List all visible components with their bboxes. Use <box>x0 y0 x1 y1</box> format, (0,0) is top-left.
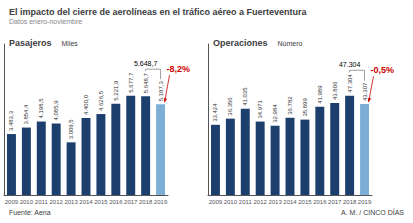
svg-text:34.971: 34.971 <box>257 100 263 119</box>
svg-text:El impacto del cierre de aerol: El impacto del cierre de aerolíneas en e… <box>9 7 308 17</box>
svg-text:33.424: 33.424 <box>212 103 218 122</box>
svg-text:43.806: 43.806 <box>332 81 338 100</box>
svg-text:4.400,0: 4.400,0 <box>83 94 89 115</box>
svg-text:2010: 2010 <box>224 199 238 205</box>
svg-text:2017: 2017 <box>328 199 342 205</box>
svg-text:2016: 2016 <box>109 199 123 205</box>
svg-text:47.304: 47.304 <box>347 74 353 93</box>
svg-text:36.356: 36.356 <box>227 97 233 116</box>
svg-text:36.782: 36.782 <box>287 96 293 115</box>
svg-text:43.307: 43.307 <box>362 82 368 101</box>
svg-text:Pasajeros: Pasajeros <box>9 38 52 48</box>
svg-text:2017: 2017 <box>124 199 138 205</box>
svg-text:5.677,7: 5.677,7 <box>128 72 134 93</box>
svg-text:3.009,5: 3.009,5 <box>68 119 74 140</box>
svg-text:5.221,9: 5.221,9 <box>113 80 119 101</box>
svg-text:35.899: 35.899 <box>302 98 308 117</box>
svg-text:4.085,9: 4.085,9 <box>53 100 59 121</box>
svg-text:2015: 2015 <box>94 199 108 205</box>
svg-text:2010: 2010 <box>20 199 34 205</box>
svg-text:2016: 2016 <box>313 199 327 205</box>
svg-text:2019: 2019 <box>154 199 168 205</box>
svg-text:2015: 2015 <box>298 199 312 205</box>
svg-text:3.854,4: 3.854,4 <box>23 104 29 125</box>
svg-text:2014: 2014 <box>283 199 297 205</box>
svg-text:-0,5%: -0,5% <box>371 65 395 75</box>
svg-text:32.984: 32.984 <box>272 104 278 123</box>
svg-text:Número: Número <box>278 40 303 47</box>
svg-text:5.187,3: 5.187,3 <box>158 81 164 102</box>
svg-text:2012: 2012 <box>254 199 268 205</box>
svg-text:2018: 2018 <box>343 199 357 205</box>
svg-text:-8,2%: -8,2% <box>167 64 191 74</box>
svg-text:2009: 2009 <box>209 199 223 205</box>
svg-text:2013: 2013 <box>268 199 282 205</box>
svg-text:2018: 2018 <box>139 199 153 205</box>
svg-text:4.626,5: 4.626,5 <box>98 90 104 111</box>
svg-text:2019: 2019 <box>358 199 372 205</box>
svg-text:Operaciones: Operaciones <box>213 38 268 48</box>
svg-text:A. M. / CINCO DÍAS: A. M. / CINCO DÍAS <box>341 208 404 216</box>
svg-text:41.035: 41.035 <box>242 87 248 106</box>
svg-text:2014: 2014 <box>79 199 93 205</box>
svg-text:3.483,3: 3.483,3 <box>8 110 14 131</box>
svg-text:47.304: 47.304 <box>339 61 361 68</box>
svg-text:2012: 2012 <box>50 199 64 205</box>
svg-text:Fuente: Aena: Fuente: Aena <box>9 209 51 216</box>
svg-text:Datos enero-noviembre: Datos enero-noviembre <box>9 18 82 25</box>
svg-text:2009: 2009 <box>5 199 19 205</box>
svg-text:4.198,5: 4.198,5 <box>38 98 44 119</box>
svg-text:41.989: 41.989 <box>317 85 323 104</box>
svg-text:Miles: Miles <box>62 40 79 47</box>
svg-text:5.648,7: 5.648,7 <box>134 60 157 67</box>
svg-text:2013: 2013 <box>64 199 78 205</box>
svg-text:2011: 2011 <box>239 199 253 205</box>
svg-text:5.648,7: 5.648,7 <box>143 72 149 93</box>
svg-text:2011: 2011 <box>35 199 49 205</box>
